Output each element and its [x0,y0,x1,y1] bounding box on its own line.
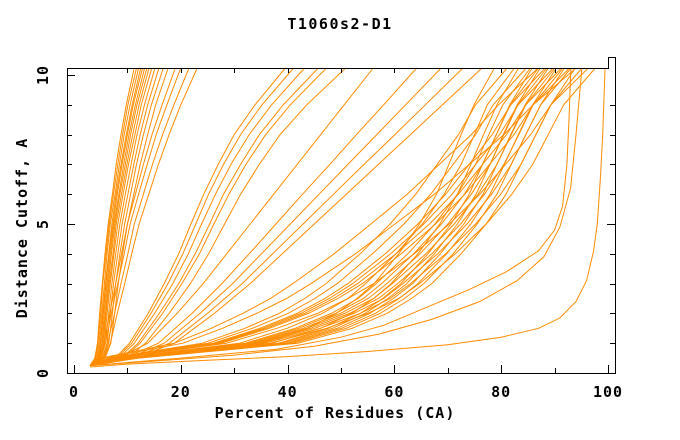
model-curve [89,67,583,367]
model-curve [89,67,546,367]
x-tick-label: 40 [278,383,298,401]
model-curve [89,67,464,367]
model-curve [89,67,527,367]
x-tick-label: 0 [69,383,79,401]
model-curve [89,67,572,367]
model-curve [89,67,198,367]
model-curve [89,67,549,367]
x-tick-label: 60 [384,383,404,401]
model-curve [89,67,164,367]
model-curve [89,67,596,367]
model-curve [89,67,589,367]
x-tick-label: 100 [593,383,623,401]
model-curve [89,67,176,366]
model-curve [89,67,508,367]
model-curve [89,67,140,366]
model-curve [89,67,570,367]
model-curve [89,67,182,367]
model-curve [89,67,190,367]
model-curve [89,67,562,367]
model-curve [89,67,327,367]
x-axis-label: Percent of Residues (CA) [214,404,456,422]
tick-labels: 0 20 40 60 80 100 0 5 10 [34,65,623,401]
y-tick-label: 5 [34,219,52,229]
chart-title: T1060s2-D1 [287,15,393,33]
model-curve [89,67,294,367]
model-curve [89,67,572,367]
axis-ticks [67,68,615,374]
model-curve [89,67,577,367]
model-curves [89,67,606,368]
y-axis-label: Distance Cutoff, A [13,137,31,319]
model-curve [89,67,135,366]
model-curve [89,67,539,367]
model-curve [89,67,286,367]
model-curve [89,67,143,366]
model-curve [89,67,556,367]
x-tick-label: 20 [171,383,191,401]
plot-frame [67,57,616,374]
model-curve [89,67,606,368]
model-curve [89,67,531,367]
model-curve [89,67,442,367]
model-curve [89,67,374,367]
y-tick-label: 10 [34,65,52,85]
model-curve [89,67,418,367]
model-curve [89,67,319,367]
model-curve [89,67,137,366]
x-tick-label: 80 [491,383,511,401]
model-curve [89,67,347,367]
model-curve [89,67,548,367]
model-curve [89,67,148,366]
model-curve [89,67,305,367]
model-curve [89,67,583,367]
y-tick-label: 0 [34,368,52,378]
model-curve [89,67,554,367]
model-curve [89,67,564,367]
